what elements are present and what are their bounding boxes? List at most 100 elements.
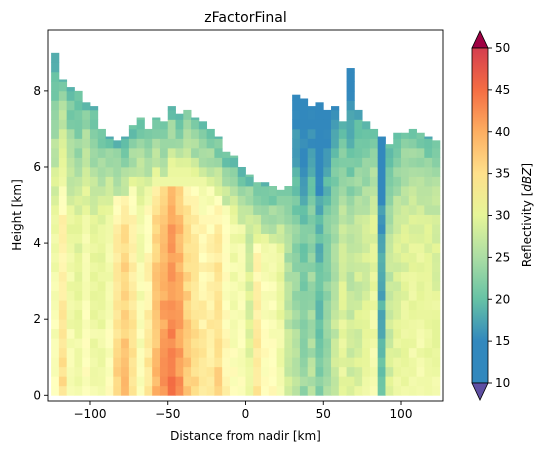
heatmap-cell [206, 376, 215, 387]
heatmap-cell [214, 205, 223, 215]
heatmap-cell [432, 166, 441, 177]
heatmap-cell [152, 252, 161, 263]
heatmap-cell [105, 138, 114, 149]
heatmap-cell [51, 309, 60, 320]
heatmap-cell [74, 138, 83, 149]
heatmap-cell [97, 300, 106, 311]
heatmap-cell [51, 347, 60, 358]
heatmap-cell [183, 366, 192, 377]
heatmap-cell [159, 376, 169, 387]
heatmap-cell [346, 100, 355, 111]
heatmap-cell [346, 71, 355, 82]
heatmap-cell [191, 347, 200, 358]
heatmap-cell [214, 166, 223, 177]
heatmap-cell [385, 328, 394, 339]
heatmap-cell [432, 157, 441, 168]
heatmap-cell [416, 166, 425, 177]
heatmap-cell [121, 338, 130, 349]
heatmap-cell [152, 271, 161, 282]
heatmap-cell [152, 385, 161, 396]
heatmap-cell [369, 271, 379, 282]
heatmap-cell [346, 68, 355, 73]
heatmap-cell [261, 252, 270, 263]
heatmap-cell [323, 128, 332, 139]
heatmap-cell [424, 338, 433, 349]
heatmap-cell [66, 347, 75, 358]
heatmap-cell [191, 214, 200, 225]
heatmap-cell [393, 147, 402, 158]
heatmap-cell [377, 328, 386, 339]
heatmap-cell [89, 290, 99, 301]
heatmap-cell [191, 319, 200, 330]
heatmap-cell [128, 176, 138, 187]
heatmap-cell [408, 376, 417, 387]
heatmap-cell [82, 186, 91, 196]
heatmap-cell [331, 224, 340, 234]
heatmap-cell [253, 309, 262, 320]
heatmap-cell [268, 262, 278, 273]
heatmap-cell [105, 338, 114, 349]
heatmap-cell [369, 157, 379, 168]
heatmap-cell [331, 271, 340, 282]
heatmap-cell [105, 157, 114, 168]
heatmap-cell [89, 138, 99, 149]
heatmap-cell [128, 290, 138, 301]
heatmap-cell [136, 157, 145, 168]
y-tick-label: 4 [33, 236, 41, 250]
heatmap-cell [331, 157, 340, 168]
heatmap-cell [401, 243, 410, 253]
heatmap-cell [253, 385, 262, 396]
heatmap-cell [401, 319, 410, 330]
heatmap-cell [315, 138, 324, 149]
heatmap-cell [377, 357, 386, 368]
heatmap-cell [323, 119, 332, 130]
heatmap-cell [253, 186, 262, 196]
heatmap-cell [299, 243, 309, 253]
heatmap-cell [198, 252, 208, 263]
heatmap-cell [299, 385, 309, 396]
heatmap-cell [276, 290, 285, 301]
heatmap-cell [307, 195, 316, 206]
heatmap-cell [89, 300, 99, 311]
heatmap-cell [175, 157, 184, 168]
heatmap-cell [128, 195, 138, 206]
heatmap-cell [229, 290, 239, 301]
heatmap-cell [323, 376, 332, 387]
heatmap-cell [82, 157, 91, 168]
heatmap-cell [253, 328, 262, 339]
heatmap-cell [82, 385, 91, 396]
heatmap-cell [292, 271, 301, 282]
heatmap-cell [105, 271, 114, 282]
heatmap-cell [128, 271, 138, 282]
heatmap-cell [144, 205, 153, 215]
heatmap-cell [144, 328, 153, 339]
heatmap-cell [385, 262, 394, 273]
heatmap-cell [206, 281, 215, 292]
heatmap-cell [74, 385, 83, 396]
heatmap-cell [97, 262, 106, 273]
heatmap-cell [307, 119, 316, 130]
heatmap-cell [167, 119, 176, 130]
heatmap-cell [51, 243, 60, 253]
heatmap-cell [307, 252, 316, 263]
heatmap-cell [51, 262, 60, 273]
heatmap-cell [432, 319, 441, 330]
heatmap-cell [424, 300, 433, 311]
heatmap-cell [82, 376, 91, 387]
heatmap-cell [401, 147, 410, 158]
heatmap-cell [237, 195, 246, 206]
heatmap-cell [58, 262, 68, 273]
heatmap-cell [136, 205, 145, 215]
heatmap-cell [253, 281, 262, 292]
heatmap-cell [292, 128, 301, 139]
heatmap-cell [66, 290, 75, 301]
x-tick-label: −50 [155, 407, 180, 421]
heatmap-cell [307, 214, 316, 225]
heatmap-cell [191, 186, 200, 196]
heatmap-cell [82, 281, 91, 292]
heatmap-cell [152, 195, 161, 206]
heatmap-cell [214, 385, 223, 396]
heatmap-cell [66, 328, 75, 339]
heatmap-cell [66, 147, 75, 158]
heatmap-cell [369, 166, 379, 177]
